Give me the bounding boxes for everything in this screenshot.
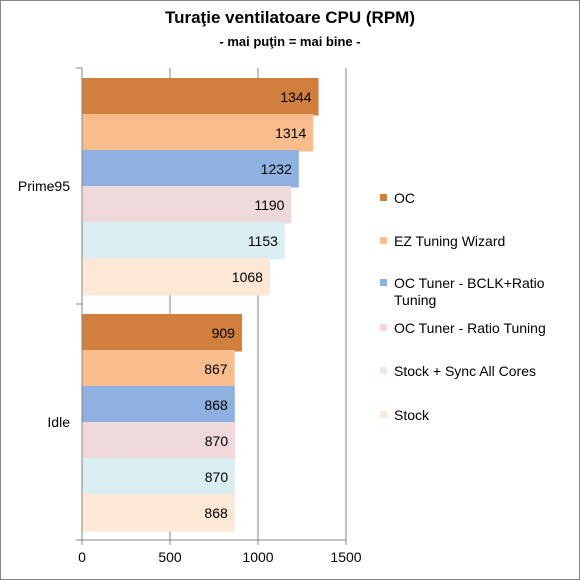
bar-idle-2 — [82, 386, 235, 424]
data-label-prime95-5: 1068 — [232, 269, 263, 285]
category-label-0: Prime95 — [18, 178, 70, 194]
data-label-idle-0: 909 — [212, 325, 236, 341]
data-label-prime95-1: 1314 — [275, 125, 306, 141]
data-label-idle-5: 868 — [204, 505, 228, 521]
data-label-prime95-2: 1232 — [261, 161, 292, 177]
x-tick-label-1: 500 — [158, 549, 182, 565]
bar-prime95-3 — [82, 186, 292, 224]
data-label-prime95-0: 1344 — [280, 89, 311, 105]
bar-prime95-5 — [82, 258, 270, 296]
bar-prime95-0 — [82, 78, 319, 116]
legend-swatch-3 — [380, 324, 387, 331]
data-label-prime95-3: 1190 — [254, 197, 284, 213]
data-label-idle-1: 867 — [204, 361, 228, 377]
legend-swatch-1 — [380, 237, 387, 244]
bar-idle-1 — [82, 350, 235, 388]
data-label-idle-2: 868 — [204, 397, 228, 413]
x-tick-label-0: 0 — [78, 549, 86, 565]
bar-idle-0 — [82, 314, 242, 352]
bar-idle-4 — [82, 458, 236, 496]
data-label-prime95-4: 1153 — [248, 233, 278, 249]
bar-idle-5 — [82, 494, 235, 532]
legend-label-5: Stock — [394, 407, 430, 423]
chart-subtitle: - mai puţin = mai bine - — [219, 34, 361, 49]
bar-prime95-4 — [82, 222, 285, 260]
x-tick-label-2: 1000 — [242, 549, 273, 565]
bar-prime95-1 — [82, 114, 314, 152]
category-label-1: Idle — [47, 414, 70, 430]
bar-prime95-2 — [82, 150, 299, 188]
legend-label-3: OC Tuner - Ratio Tuning — [394, 320, 546, 336]
legend-label-2: OC Tuner - BCLK+Ratio Tuning — [394, 275, 545, 308]
legend-label-4: Stock + Sync All Cores — [394, 363, 537, 379]
legend-swatch-4 — [380, 367, 387, 374]
chart-title: Turaţie ventilatoare CPU (RPM) — [164, 8, 415, 27]
legend-swatch-5 — [380, 411, 387, 418]
legend-swatch-2 — [380, 279, 387, 286]
x-tick-label-3: 1500 — [330, 549, 361, 565]
legend-swatch-0 — [380, 194, 387, 201]
legend-label-0: OC — [394, 190, 415, 206]
data-label-idle-3: 870 — [205, 433, 229, 449]
data-label-idle-4: 870 — [205, 469, 229, 485]
legend-label-1: EZ Tuning Wizard — [394, 233, 506, 249]
bar-idle-3 — [82, 422, 236, 460]
